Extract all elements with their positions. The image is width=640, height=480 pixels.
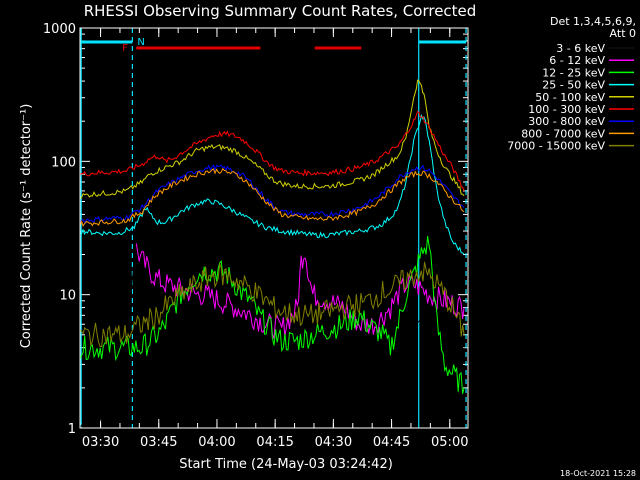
y-tick-label: 100 [51,155,76,170]
legend-label-5: 50 - 100 keV [535,91,605,104]
y-tick-label: 1000 [43,22,76,37]
y-axis-label: Corrected Count Rate (s⁻¹ detector⁻¹) [19,104,34,349]
legend-label-2: 6 - 12 keV [549,54,605,67]
legend-header-line: Det 1,3,4,5,6,9, [550,15,636,28]
series-line-8 [79,167,465,228]
legend-label-1: 3 - 6 keV [556,42,605,55]
series-line-6 [79,110,465,192]
x-tick-label: 03:30 [82,435,119,450]
x-tick-label: 04:00 [198,435,235,450]
legend-header: Det 1,3,4,5,6,9,Att 0 [550,15,636,40]
series-line-9 [79,261,465,348]
legend-label-6: 100 - 300 keV [528,103,605,116]
series-line-3 [79,235,465,394]
series-line-5 [79,79,465,200]
legend-label-8: 800 - 7000 keV [521,127,605,140]
plot-area: 1 10 100 1000 03:30 03:45 04:00 04:15 04:30 04:45… [43,22,469,450]
legend-label-9: 7000 - 15000 keV [507,140,605,153]
y-tick-label: 1 [68,422,76,437]
night-label: N [137,37,144,48]
x-tick-label: 05:00 [431,435,468,450]
x-tick-label: 04:45 [373,435,410,450]
series-line-7 [79,163,465,224]
footer-timestamp: 18-Oct-2021 15:28 [560,469,636,478]
plot-frame-top [79,27,469,429]
legend-header-line: Att 0 [610,27,636,40]
x-tick-label: 04:30 [315,435,352,450]
legend-label-4: 25 - 50 keV [542,79,605,92]
x-tick-label: 04:15 [256,435,293,450]
flare-label: F [122,43,128,54]
legend-label-7: 300 - 800 keV [528,115,605,128]
chart-title: RHESSI Observing Summary Count Rates, Co… [84,2,477,20]
y-tick-label: 10 [59,289,76,304]
x-tick-label: 03:45 [140,435,177,450]
legend-label-3: 12 - 25 keV [542,66,605,79]
x-axis-label: Start Time (24-May-03 03:24:42) [179,457,393,472]
